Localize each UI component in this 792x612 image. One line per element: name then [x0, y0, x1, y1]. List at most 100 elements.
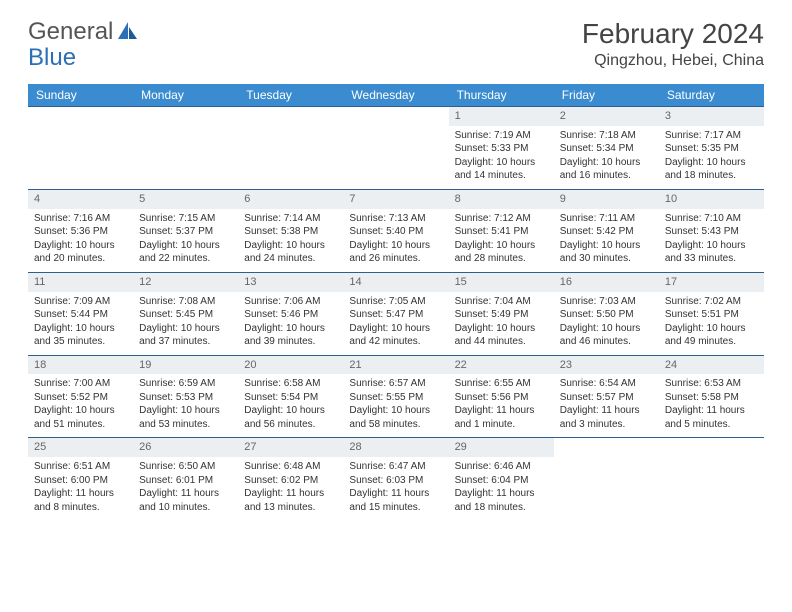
logo-sail-icon: [117, 20, 139, 45]
calendar-cell: [238, 107, 343, 190]
sunrise-text: Sunrise: 7:06 AM: [244, 295, 337, 309]
sunset-text: Sunset: 5:51 PM: [665, 308, 758, 322]
sunrise-text: Sunrise: 7:15 AM: [139, 212, 232, 226]
sunrise-text: Sunrise: 7:13 AM: [349, 212, 442, 226]
calendar-cell: 10Sunrise: 7:10 AMSunset: 5:43 PMDayligh…: [659, 189, 764, 272]
daylight-text: and 15 minutes.: [349, 501, 442, 515]
calendar-cell: 13 Sunrise: 7:06 AMSunset: 5:46 PMDayligh…: [238, 272, 343, 355]
day-number: 21: [343, 356, 448, 375]
sunset-text: Sunset: 5:36 PM: [34, 225, 127, 239]
daylight-text: Daylight: 10 hours: [34, 239, 127, 253]
sunrise-text: Sunrise: 6:59 AM: [139, 377, 232, 391]
day-number: 27: [238, 438, 343, 457]
day-header: Sunday: [28, 84, 133, 107]
day-number: 6: [238, 190, 343, 209]
daylight-text: Daylight: 10 hours: [455, 239, 548, 253]
daylight-text: and 13 minutes.: [244, 501, 337, 515]
daylight-text: and 56 minutes.: [244, 418, 337, 432]
day-number: 4: [28, 190, 133, 209]
day-number: 12: [133, 273, 238, 292]
sunset-text: Sunset: 5:47 PM: [349, 308, 442, 322]
logo-text-general: General: [28, 18, 113, 46]
calendar-cell: 1Sunrise: 7:19 AMSunset: 5:33 PMDaylight…: [449, 107, 554, 190]
sunrise-text: Sunrise: 6:57 AM: [349, 377, 442, 391]
sunset-text: Sunset: 5:50 PM: [560, 308, 653, 322]
daylight-text: Daylight: 10 hours: [349, 239, 442, 253]
daylight-text: Daylight: 11 hours: [560, 404, 653, 418]
daylight-text: Daylight: 10 hours: [244, 239, 337, 253]
sunset-text: Sunset: 5:44 PM: [34, 308, 127, 322]
calendar-cell: 26Sunrise: 6:50 AMSunset: 6:01 PMDayligh…: [133, 438, 238, 520]
sunset-text: Sunset: 5:56 PM: [455, 391, 548, 405]
daylight-text: Daylight: 10 hours: [665, 239, 758, 253]
calendar-cell: 21Sunrise: 6:57 AMSunset: 5:55 PMDayligh…: [343, 355, 448, 438]
daylight-text: Daylight: 10 hours: [139, 404, 232, 418]
sunrise-text: Sunrise: 6:46 AM: [455, 460, 548, 474]
calendar-cell: 5Sunrise: 7:15 AMSunset: 5:37 PMDaylight…: [133, 189, 238, 272]
daylight-text: and 30 minutes.: [560, 252, 653, 266]
daylight-text: Daylight: 10 hours: [349, 322, 442, 336]
daylight-text: and 28 minutes.: [455, 252, 548, 266]
sunrise-text: Sunrise: 6:47 AM: [349, 460, 442, 474]
daylight-text: and 8 minutes.: [34, 501, 127, 515]
day-header: Saturday: [659, 84, 764, 107]
day-number: 7: [343, 190, 448, 209]
day-number: 8: [449, 190, 554, 209]
sunset-text: Sunset: 5:34 PM: [560, 142, 653, 156]
calendar-cell: 6Sunrise: 7:14 AMSunset: 5:38 PMDaylight…: [238, 189, 343, 272]
day-number: 10: [659, 190, 764, 209]
daylight-text: Daylight: 10 hours: [665, 156, 758, 170]
calendar-cell: 8Sunrise: 7:12 AMSunset: 5:41 PMDaylight…: [449, 189, 554, 272]
calendar-row: 11Sunrise: 7:09 AMSunset: 5:44 PMDayligh…: [28, 272, 764, 355]
calendar-head: SundayMondayTuesdayWednesdayThursdayFrid…: [28, 84, 764, 107]
calendar-cell: 19Sunrise: 6:59 AMSunset: 5:53 PMDayligh…: [133, 355, 238, 438]
month-title: February 2024: [582, 18, 764, 50]
daylight-text: and 5 minutes.: [665, 418, 758, 432]
title-block: February 2024 Qingzhou, Hebei, China: [582, 18, 764, 70]
daylight-text: Daylight: 11 hours: [665, 404, 758, 418]
daylight-text: Daylight: 10 hours: [560, 322, 653, 336]
daylight-text: and 58 minutes.: [349, 418, 442, 432]
day-header: Friday: [554, 84, 659, 107]
daylight-text: and 16 minutes.: [560, 169, 653, 183]
sunset-text: Sunset: 5:40 PM: [349, 225, 442, 239]
calendar-cell: 18Sunrise: 7:00 AMSunset: 5:52 PMDayligh…: [28, 355, 133, 438]
calendar-cell: 4Sunrise: 7:16 AMSunset: 5:36 PMDaylight…: [28, 189, 133, 272]
daylight-text: Daylight: 11 hours: [139, 487, 232, 501]
location: Qingzhou, Hebei, China: [582, 52, 764, 70]
logo: General: [28, 18, 141, 46]
sunset-text: Sunset: 5:43 PM: [665, 225, 758, 239]
calendar-cell: 28Sunrise: 6:47 AMSunset: 6:03 PMDayligh…: [343, 438, 448, 520]
sunrise-text: Sunrise: 6:53 AM: [665, 377, 758, 391]
calendar-cell: [28, 107, 133, 190]
sunset-text: Sunset: 5:58 PM: [665, 391, 758, 405]
calendar-cell: 17Sunrise: 7:02 AMSunset: 5:51 PMDayligh…: [659, 272, 764, 355]
daylight-text: and 18 minutes.: [455, 501, 548, 515]
day-header: Monday: [133, 84, 238, 107]
calendar-cell: 24Sunrise: 6:53 AMSunset: 5:58 PMDayligh…: [659, 355, 764, 438]
day-number: 5: [133, 190, 238, 209]
sunrise-text: Sunrise: 6:50 AM: [139, 460, 232, 474]
sunset-text: Sunset: 6:02 PM: [244, 474, 337, 488]
sunset-text: Sunset: 5:35 PM: [665, 142, 758, 156]
calendar-cell: 14Sunrise: 7:05 AMSunset: 5:47 PMDayligh…: [343, 272, 448, 355]
daylight-text: Daylight: 10 hours: [244, 404, 337, 418]
sunrise-text: Sunrise: 7:02 AM: [665, 295, 758, 309]
sunrise-text: Sunrise: 7:00 AM: [34, 377, 127, 391]
daylight-text: and 46 minutes.: [560, 335, 653, 349]
daylight-text: Daylight: 11 hours: [244, 487, 337, 501]
daylight-text: and 22 minutes.: [139, 252, 232, 266]
daylight-text: Daylight: 10 hours: [455, 156, 548, 170]
daylight-text: and 35 minutes.: [34, 335, 127, 349]
sunset-text: Sunset: 5:46 PM: [244, 308, 337, 322]
daylight-text: and 42 minutes.: [349, 335, 442, 349]
calendar-cell: 27Sunrise: 6:48 AMSunset: 6:02 PMDayligh…: [238, 438, 343, 520]
daylight-text: Daylight: 11 hours: [455, 487, 548, 501]
day-number: 13: [238, 273, 343, 292]
daylight-text: and 1 minute.: [455, 418, 548, 432]
calendar-cell: 15Sunrise: 7:04 AMSunset: 5:49 PMDayligh…: [449, 272, 554, 355]
daylight-text: and 26 minutes.: [349, 252, 442, 266]
daylight-text: Daylight: 10 hours: [244, 322, 337, 336]
sunset-text: Sunset: 5:49 PM: [455, 308, 548, 322]
daylight-text: and 20 minutes.: [34, 252, 127, 266]
